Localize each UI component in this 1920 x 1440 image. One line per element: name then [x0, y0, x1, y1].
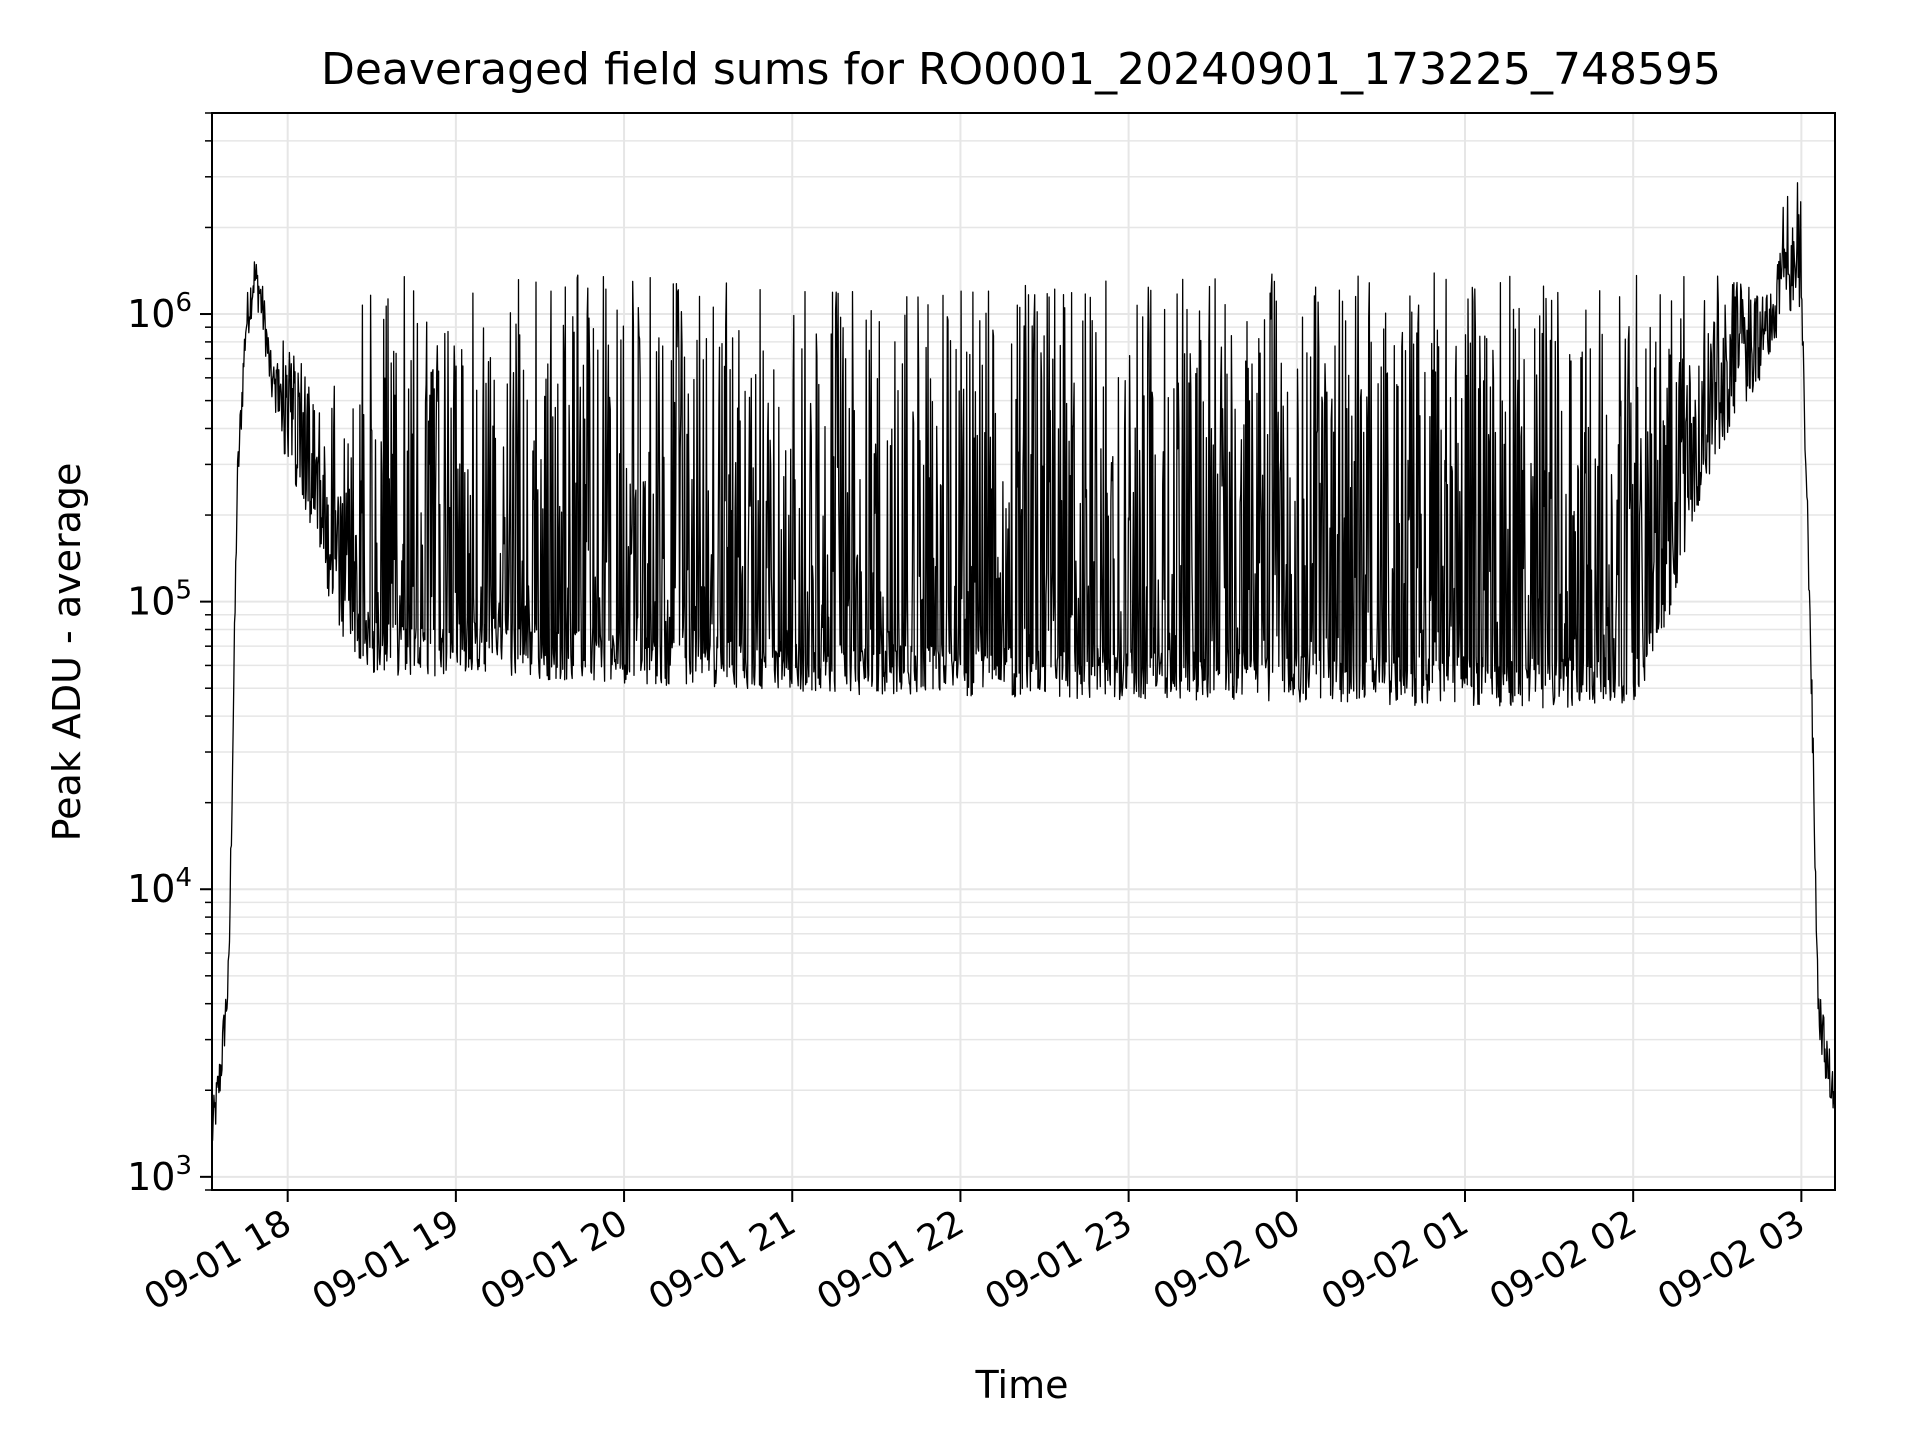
x-tick-label: 09-01 22 [810, 1202, 971, 1318]
y-tick-label: 104 [127, 863, 192, 911]
x-tick-label: 09-01 19 [306, 1202, 467, 1318]
plot-frame [211, 112, 1836, 1191]
x-tick-label: 09-01 23 [978, 1202, 1139, 1318]
x-tick-label: 09-02 02 [1483, 1202, 1644, 1318]
y-axis: 103 104 105 106 [127, 112, 212, 1199]
y-tick-label: 103 [127, 1151, 192, 1199]
x-tick-label: 09-01 18 [138, 1202, 299, 1318]
plot-area [211, 182, 1836, 1141]
x-tick-label: 09-01 20 [474, 1202, 635, 1318]
y-axis-label: Peak ADU - average [45, 463, 89, 842]
series-line [211, 182, 1836, 1141]
x-tick-label: 09-02 03 [1651, 1202, 1812, 1318]
x-axis: 09-01 18 09-01 19 09-01 20 09-01 21 09-01 22… [138, 1190, 1812, 1319]
x-axis-label: Time [975, 1363, 1069, 1407]
y-tick-label: 105 [127, 576, 192, 624]
x-tick-label: 09-02 00 [1147, 1202, 1308, 1318]
x-tick-label: 09-02 01 [1315, 1202, 1476, 1318]
chart-title: Deaveraged field sums for RO0001_2024090… [321, 44, 1721, 95]
x-tick-label: 09-01 21 [642, 1202, 803, 1318]
grid [212, 112, 1835, 1191]
y-tick-label: 106 [127, 288, 192, 336]
